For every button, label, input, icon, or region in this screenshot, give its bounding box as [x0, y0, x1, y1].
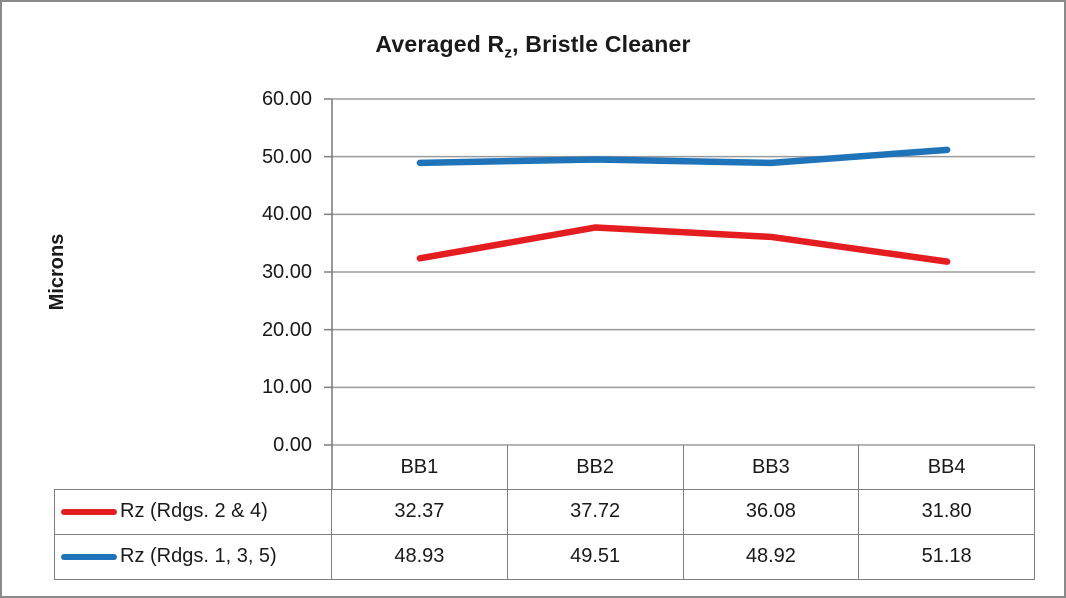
series-swatch-icon [61, 553, 117, 560]
series-name: Rz (Rdgs. 1, 3, 5) [120, 545, 277, 568]
category-header-cell: BB3 [684, 445, 860, 489]
table-value-cell: 48.92 [684, 534, 860, 579]
table-value-cell: 51.18 [921, 545, 972, 568]
table-value-cell: 49.51 [508, 534, 684, 579]
table-value-cell: 32.37 [332, 490, 508, 534]
series-line-0 [416, 224, 951, 265]
data-table: Rz (Rdgs. 2 & 4) 32.37 37.72 36.08 31.80 Rz (… [54, 489, 1035, 580]
series-name: Rz (Rdgs. 2 & 4) [120, 500, 268, 523]
table-row: Rz (Rdgs. 1, 3, 5) 48.93 49.51 48.92 51.18 [55, 534, 1034, 579]
series-line-1 [416, 146, 951, 167]
chart-title: Averaged Rz, Bristle Cleaner [2, 31, 1064, 62]
chart-title-text: Averaged R [375, 31, 505, 57]
y-tick-label: 50.00 [261, 145, 312, 168]
y-tick-label: 0.00 [273, 434, 312, 456]
table-row: Rz (Rdgs. 2 & 4) 32.37 37.72 36.08 31.80 [55, 490, 1034, 535]
legend-label-cell: Rz (Rdgs. 2 & 4) [55, 490, 332, 534]
category-header-cell: BB1 [332, 445, 508, 489]
category-header-cell: BB2 [508, 445, 684, 489]
series-swatch-icon [61, 508, 117, 515]
y-tick-label: 30.00 [261, 261, 312, 283]
legend-label-cell: Rz (Rdgs. 1, 3, 5) [55, 534, 332, 579]
table-value-cell: 37.72 [508, 490, 684, 534]
table-value-cell: 31.80 [921, 500, 972, 523]
chart-title-suffix: , Bristle Cleaner [512, 31, 691, 57]
category-header-row: BB1 BB2 BB3 BB4 [332, 445, 1035, 489]
table-value-cell: 36.08 [684, 490, 860, 534]
y-tick-label: 60.00 [261, 88, 312, 110]
y-tick-label: 20.00 [261, 318, 312, 341]
y-tick-label: 40.00 [261, 203, 312, 226]
category-header-cell: BB4 [859, 445, 1035, 489]
y-tick-label: 10.00 [261, 376, 312, 399]
chart-title-subscript: z [504, 44, 513, 62]
table-value-cell: 48.93 [332, 534, 508, 579]
